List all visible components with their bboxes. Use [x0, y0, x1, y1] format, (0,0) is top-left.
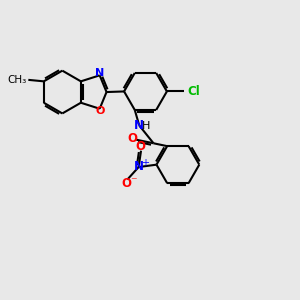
Text: ⁻: ⁻: [130, 176, 137, 189]
Text: H: H: [142, 121, 150, 131]
Text: O: O: [135, 140, 146, 153]
Text: N: N: [134, 160, 144, 173]
Text: CH₃: CH₃: [7, 75, 26, 85]
Text: O: O: [96, 106, 105, 116]
Text: N: N: [95, 68, 105, 78]
Text: N: N: [134, 119, 144, 132]
Text: O: O: [122, 178, 132, 190]
Text: O: O: [128, 132, 137, 145]
Text: +: +: [141, 158, 148, 168]
Text: Cl: Cl: [187, 85, 200, 98]
